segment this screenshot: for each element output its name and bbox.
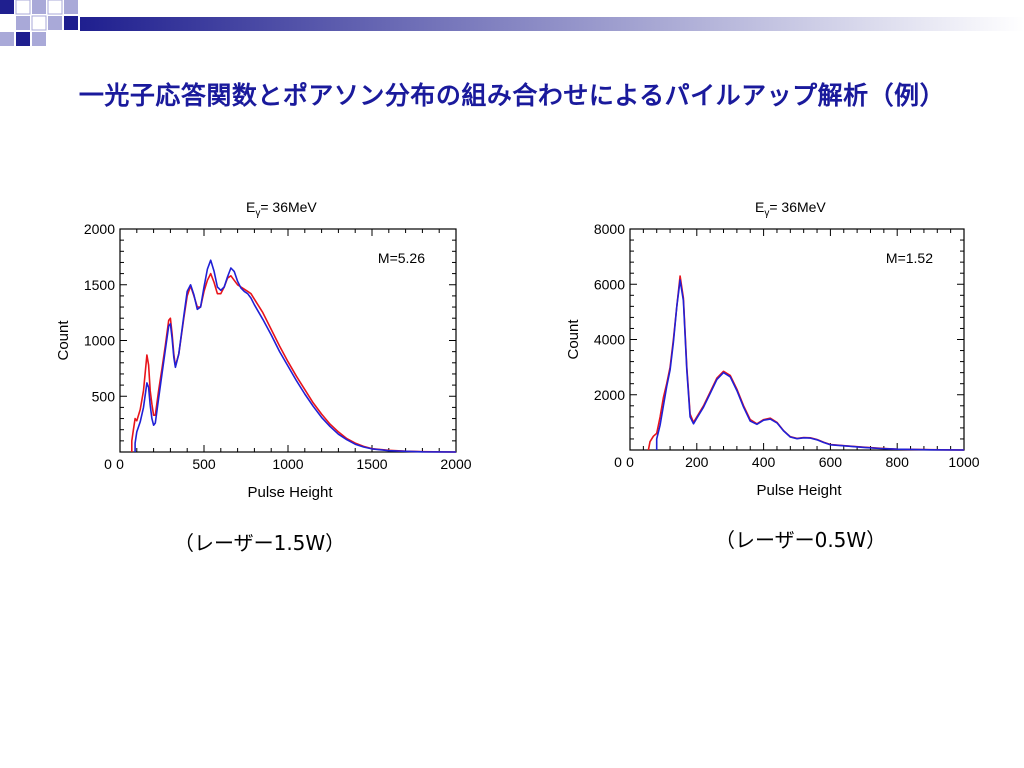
x-tick-label: 600 xyxy=(819,454,843,470)
y-tick-label: 4000 xyxy=(594,332,625,348)
series-line-1 xyxy=(131,272,457,453)
deco-square xyxy=(64,0,78,14)
deco-square xyxy=(32,32,46,46)
left-chart: 0 500 1000 1500 2000 500 1000 1500 2000 0 Eγ= 36Me… xyxy=(55,199,472,501)
x-tick-label: 0 xyxy=(116,456,124,472)
caption-left: （レーザー1.5W） xyxy=(174,531,346,555)
chart-title: Eγ= 36MeV xyxy=(246,199,317,219)
y-tick-label: 1500 xyxy=(84,277,115,293)
annotation-label: M=5.26 xyxy=(378,250,425,266)
deco-square xyxy=(0,32,14,46)
y-axis-label: Count xyxy=(565,319,582,360)
deco-square xyxy=(31,15,47,31)
origin-label: 0 xyxy=(104,456,112,472)
x-tick-label: 1500 xyxy=(356,456,387,472)
origin-label: 0 xyxy=(614,454,622,470)
slide-title: 一光子応答関数とポアソン分布の組み合わせによるパイルアップ解析（例） xyxy=(78,81,946,110)
header-gradient-band xyxy=(80,17,1024,31)
y-tick-label: 1000 xyxy=(84,333,115,349)
x-tick-label: 500 xyxy=(192,456,216,472)
x-axis-label: Pulse Height xyxy=(247,484,333,501)
annotation-label: M=1.52 xyxy=(886,250,933,266)
x-tick-label: 1000 xyxy=(272,456,303,472)
y-axis-label: Count xyxy=(55,320,72,361)
deco-square xyxy=(32,0,46,14)
y-tick-label: 500 xyxy=(92,388,116,404)
corner-decoration xyxy=(0,0,1024,46)
deco-square xyxy=(16,16,30,30)
y-tick-label: 2000 xyxy=(84,221,115,237)
deco-square xyxy=(0,0,14,14)
chart-title: Eγ= 36MeV xyxy=(755,199,826,219)
y-tick-label: 6000 xyxy=(594,276,625,292)
deco-square xyxy=(48,16,62,30)
deco-square xyxy=(16,32,30,46)
caption-right: （レーザー0.5W） xyxy=(715,528,887,552)
x-tick-label: 200 xyxy=(685,454,709,470)
x-tick-label: 800 xyxy=(886,454,910,470)
x-tick-label: 0 xyxy=(626,454,634,470)
series-line-2 xyxy=(655,279,965,451)
y-tick-label: 2000 xyxy=(594,387,625,403)
x-tick-label: 1000 xyxy=(948,454,979,470)
x-axis-label: Pulse Height xyxy=(756,482,842,499)
right-chart: 0 200 400 600 800 1000 2000 4000 6000 8000 0 Eγ= 36… xyxy=(565,199,980,499)
x-tick-label: 400 xyxy=(752,454,776,470)
series-line-2 xyxy=(134,259,457,453)
y-tick-label: 8000 xyxy=(594,221,625,237)
series-line-1 xyxy=(647,275,965,451)
x-tick-label: 2000 xyxy=(440,456,471,472)
deco-square xyxy=(47,0,63,15)
deco-square xyxy=(15,0,31,15)
deco-square xyxy=(64,16,78,30)
